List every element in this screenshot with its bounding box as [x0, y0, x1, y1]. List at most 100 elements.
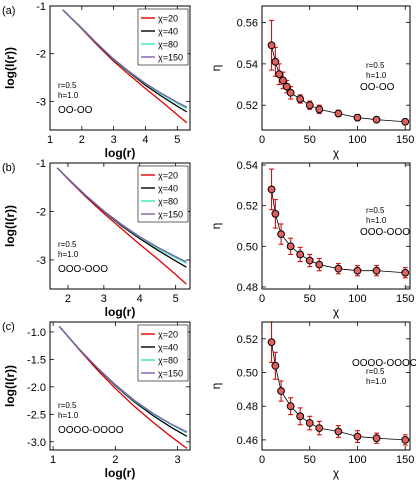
x-axis-label: χ — [333, 466, 340, 480]
annotation-h: h=1.0 — [366, 71, 387, 80]
y-tick-label: -1 — [36, 1, 46, 13]
y-tick-label: -2.5 — [27, 409, 46, 421]
plot-frame — [261, 321, 411, 451]
site-glyph: OO-OO — [58, 105, 93, 116]
y-axis-label: log(I(r)) — [3, 365, 17, 407]
site-glyph: OOOO-OOOO — [58, 425, 124, 436]
y-axis-label: η — [209, 383, 223, 390]
data-point — [315, 260, 324, 269]
data-point — [353, 432, 362, 441]
data-point — [372, 266, 381, 275]
series-line-3 — [62, 9, 188, 108]
plot-frame — [49, 162, 191, 290]
data-point — [282, 82, 291, 91]
data-point — [296, 95, 305, 103]
y-tick-label: -1.5 — [27, 354, 46, 366]
data-point — [401, 435, 410, 444]
x-tick-label: 2 — [79, 134, 85, 146]
x-tick-label: 100 — [348, 134, 366, 146]
y-tick-label: -2 — [36, 49, 46, 61]
panel-1: 0 50 100 150 0.52 0.54 0.56 r=0.5h=1.0 OO-OO χ η — [209, 5, 414, 160]
y-tick-label: -1.0 — [27, 327, 46, 339]
y-tick-label: -2 — [36, 206, 46, 218]
y-tick-label: -3 — [36, 96, 46, 108]
y-tick-label: 0.54 — [237, 59, 258, 71]
y-axis-label: log(I(r)) — [3, 205, 17, 247]
y-tick-label: -1 — [36, 158, 46, 170]
annotation-h: h=1.0 — [58, 91, 79, 100]
x-tick-label: 4 — [137, 293, 143, 305]
legend-label: χ=80 — [158, 197, 178, 207]
x-tick-label: 4 — [142, 134, 148, 146]
legend-label: χ=150 — [158, 210, 183, 220]
data-point — [279, 76, 287, 85]
x-tick-label: 150 — [396, 134, 414, 146]
y-tick-label: -3 — [36, 255, 46, 267]
data-point — [277, 387, 285, 395]
x-tick-label: 0 — [259, 454, 265, 466]
legend-label: χ=20 — [158, 14, 178, 24]
x-axis-label: log(r) — [105, 466, 136, 480]
x-tick-label: 3 — [174, 454, 180, 466]
data-point — [334, 264, 343, 273]
x-tick-label: 3 — [111, 134, 117, 146]
data-point — [305, 101, 314, 110]
x-tick-label: 0 — [259, 293, 265, 305]
site-glyph: OOO-OOO — [360, 227, 410, 238]
y-tick-label: 0.52 — [237, 201, 258, 213]
annotation-r: r=0.5 — [366, 61, 385, 70]
plot-data — [58, 325, 188, 449]
data-point — [353, 266, 362, 275]
x-tick-label: 100 — [348, 454, 366, 466]
x-axis-label: log(r) — [105, 146, 136, 160]
site-glyph: OOOO-OOOO — [352, 358, 416, 369]
data-point — [353, 113, 362, 122]
legend-label: χ=20 — [158, 330, 178, 340]
y-tick-label: 0.50 — [237, 241, 258, 253]
annotation-h: h=1.0 — [58, 250, 79, 259]
x-tick-label: 3 — [101, 293, 107, 305]
data-point — [334, 427, 343, 436]
plot-data — [267, 168, 410, 279]
y-tick-label: 0.46 — [237, 435, 258, 447]
legend-label: χ=150 — [158, 53, 183, 63]
y-axis-label: η — [209, 223, 223, 230]
y-tick-label: 0.50 — [237, 368, 258, 380]
x-tick-label: 1 — [47, 134, 53, 146]
data-point — [334, 109, 343, 118]
legend-label: χ=20 — [158, 171, 178, 181]
x-tick-label: 50 — [304, 293, 316, 305]
y-tick-label: 0.48 — [237, 282, 258, 294]
y-tick-label: -3.0 — [27, 437, 46, 449]
annotation-r: r=0.5 — [58, 81, 77, 90]
x-tick-label: 5 — [173, 293, 179, 305]
data-point — [372, 434, 381, 443]
y-tick-label: 0.52 — [237, 100, 258, 112]
x-axis-label: χ — [333, 305, 340, 319]
y-tick-label: 0.52 — [237, 334, 258, 346]
annotation-r: r=0.5 — [366, 367, 385, 376]
data-point — [305, 256, 314, 265]
data-point — [286, 402, 295, 411]
panel-label: (a) — [2, 5, 15, 17]
y-tick-label: -2.0 — [27, 382, 46, 394]
annotation-h: h=1.0 — [366, 216, 387, 225]
series-line-3 — [56, 167, 187, 263]
x-axis-label: log(r) — [105, 305, 136, 319]
plot-frame — [49, 5, 191, 131]
panel-4: 1 2 3 -3.0 -2.5 -2.0 -1.5 -1.0 χ=20 χ=40 χ=80 χ=150… — [2, 321, 191, 480]
x-tick-label: 0 — [259, 134, 265, 146]
series-line-3 — [58, 325, 188, 433]
data-point — [315, 105, 324, 114]
plot-data — [267, 19, 410, 126]
data-point — [267, 185, 276, 194]
data-point — [401, 117, 410, 126]
plot-data — [62, 9, 188, 124]
panel-3: 0 50 100 150 0.48 0.50 0.52 0.54 r=0.5h=1.0 OOO-O… — [209, 160, 414, 319]
data-point — [305, 419, 314, 427]
data-point — [286, 242, 295, 251]
y-tick-label: 0.56 — [237, 18, 258, 30]
data-point — [296, 412, 305, 421]
data-point — [315, 424, 324, 433]
